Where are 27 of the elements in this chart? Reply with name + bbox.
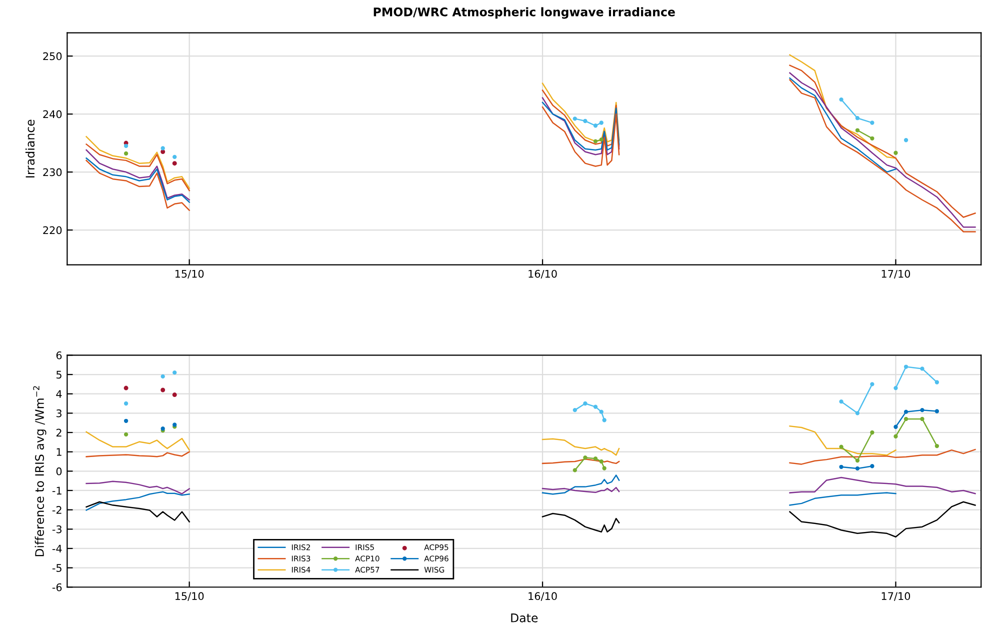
- y-tick-label: -1: [52, 486, 62, 494]
- y-tick-label: 4: [56, 390, 62, 398]
- x-tick-label: 16/10: [528, 270, 557, 279]
- x-tick-label: 17/10: [882, 270, 910, 279]
- y-tick-label: -6: [52, 583, 62, 592]
- y-tick-label: -5: [52, 564, 62, 572]
- y-tick-label: 240: [43, 110, 62, 118]
- y-axis-title: Irradiance: [25, 120, 35, 178]
- x-tick-label: 16/10: [528, 592, 557, 601]
- x-tick-label: 15/10: [175, 592, 204, 601]
- y-tick-label: 220: [43, 226, 62, 234]
- x-tick-label: 17/10: [882, 592, 910, 601]
- y-tick-label: 3: [56, 409, 62, 418]
- y-tick-label: 5: [56, 370, 62, 379]
- x-axis-title: Date: [511, 614, 538, 622]
- y-tick-label: 2: [56, 428, 62, 436]
- x-tick-label: 15/10: [175, 270, 204, 279]
- y-tick-label: 250: [43, 52, 62, 60]
- chart-title: PMOD/WRC Atmospheric longwave irradiance: [374, 7, 675, 19]
- y-tick-label: 0: [56, 467, 62, 476]
- y-tick-label: 230: [43, 168, 62, 176]
- y-tick-label: 6: [56, 351, 62, 360]
- y-tick-label: -3: [52, 525, 62, 534]
- y-tick-label: 1: [56, 448, 62, 456]
- y-tick-label: -2: [52, 506, 62, 514]
- y-tick-label: -4: [52, 544, 62, 552]
- y-axis-title: Difference to IRIS avg /Wm$^{−2}$: [33, 386, 46, 556]
